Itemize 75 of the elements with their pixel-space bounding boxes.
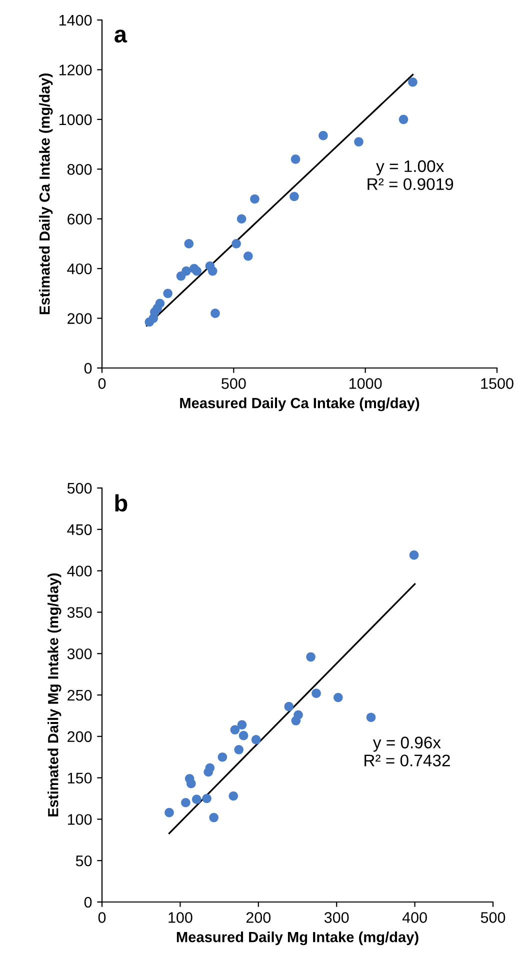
y-tick-label: 100 (68, 814, 92, 825)
point (250, 194, 260, 204)
point (236, 214, 246, 224)
y-tick-label: 450 (67, 524, 92, 536)
y-tick-label: 350 (67, 607, 92, 618)
x-tick-label: 0 (98, 912, 106, 923)
x-tick-label: 300 (324, 912, 349, 923)
point (312, 688, 321, 698)
annotation: y = 0.96x R² = 0.7432 (364, 736, 450, 766)
point (232, 239, 241, 248)
point (354, 137, 364, 146)
y-tick-label: 150 (68, 772, 92, 784)
point (243, 251, 253, 261)
x-tick-label: 1500 (481, 378, 514, 389)
point (164, 808, 174, 818)
point (163, 288, 172, 298)
y-tick-label: 250 (68, 690, 92, 701)
point (230, 725, 240, 734)
y-axis-title: Estimated Daily Ca Intake (mg/day) (39, 74, 53, 314)
x-tick-label: 100 (168, 912, 192, 923)
point (202, 794, 212, 804)
annotation: y = 1.00x R² = 0.9019 (368, 160, 454, 190)
y-tick-label: 0 (84, 362, 92, 374)
x-tick-label: 400 (402, 912, 427, 923)
x-axis-title: Measured Daily Ca Intake (mg/day) (180, 398, 420, 412)
point (218, 752, 228, 762)
point (192, 794, 202, 804)
point (181, 798, 190, 808)
point (334, 692, 343, 702)
point (234, 744, 244, 754)
y-tick-label: 1000 (59, 114, 92, 126)
y-tick-label: 400 (67, 566, 92, 576)
point (155, 298, 165, 308)
y-tick-label: 1200 (59, 64, 92, 76)
y-tick-label: 50 (76, 855, 92, 866)
point (205, 763, 215, 773)
x-tick-label: 0 (98, 378, 106, 389)
point (290, 192, 299, 202)
point (409, 550, 419, 560)
x-tick-label: 1000 (350, 378, 382, 389)
point (184, 239, 194, 248)
x-tick-label: 500 (480, 912, 506, 923)
y-tick-label: 1400 (59, 14, 92, 26)
point (192, 266, 202, 276)
point (210, 308, 220, 318)
y-tick-label: 400 (67, 263, 92, 274)
point (290, 154, 300, 164)
point (398, 114, 408, 124)
point (366, 712, 376, 722)
y-tick-label: 200 (68, 731, 92, 742)
point (208, 266, 218, 276)
y-tick-label: 0 (84, 896, 92, 908)
y-axis-title: Estimated Daily Mg Intake (mg/day) (48, 573, 62, 816)
y-tick-label: 800 (67, 164, 92, 175)
point (209, 812, 218, 822)
point (284, 702, 294, 712)
chart-title: b (115, 494, 128, 512)
x-tick-label: 500 (222, 378, 246, 389)
y-tick-label: 300 (67, 648, 92, 660)
point (306, 652, 316, 662)
y-tick-label: 500 (67, 482, 92, 494)
point (238, 730, 248, 740)
y-tick-label: 200 (68, 313, 92, 324)
y-tick-label: 600 (68, 214, 92, 225)
point (186, 778, 196, 788)
point (228, 791, 238, 801)
chart-title: a (114, 30, 128, 43)
point (408, 77, 418, 87)
point (182, 266, 191, 276)
point (294, 710, 303, 720)
point (318, 130, 328, 140)
x-tick-label: 200 (246, 912, 271, 923)
x-axis-title: Measured Daily Mg Intake (mg/day) (176, 932, 418, 946)
point (251, 735, 261, 744)
point (237, 720, 247, 730)
